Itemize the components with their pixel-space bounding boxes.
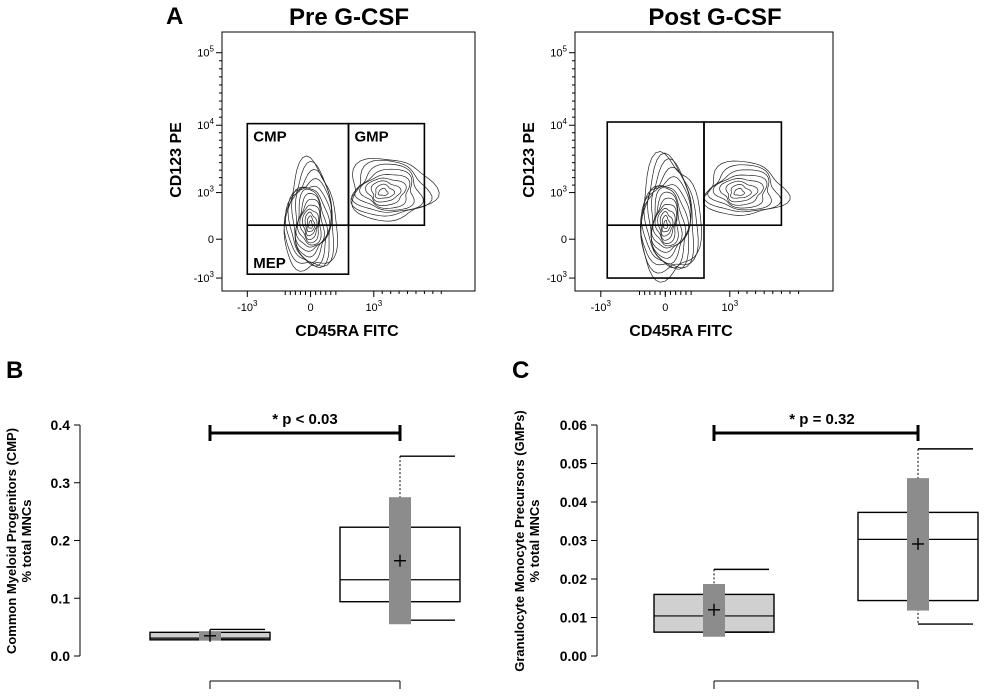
gate-MEP — [246, 224, 350, 275]
panel-a-post: Post G-CSF CD45RA FITC CD123 PE 10510410… — [521, 4, 834, 340]
panel-c-boxplot: Granulocyte Monocyte Precursors (GMPs) %… — [512, 410, 979, 689]
contour-ring — [351, 163, 424, 213]
x-tick-label: 103 — [721, 299, 738, 314]
x-tick-label: -103 — [237, 299, 258, 314]
contour-ring — [730, 183, 752, 199]
plot-frame — [221, 31, 476, 292]
y-tick-label: -103 — [194, 270, 215, 285]
panel-a-pre-title: Pre G-CSF — [289, 4, 409, 31]
x-tick-label: 0 — [307, 302, 313, 314]
contour-ring — [354, 168, 415, 211]
panel-a-pre-xlabel: CD45RA FITC — [295, 323, 399, 340]
y-tick-label: 103 — [197, 185, 214, 200]
gate-label-GMP: GMP — [355, 129, 389, 146]
gate-left-lower — [606, 224, 705, 279]
panel-c-ylabel: Granulocyte Monocyte Precursors (GMPs) — [512, 410, 527, 672]
gate-right-upper — [703, 121, 783, 227]
x-tick-label: 103 — [365, 299, 382, 314]
panel-a-post-ylabel: CD123 PE — [521, 122, 538, 198]
y-tick-label: 104 — [550, 117, 567, 132]
contour-ring — [719, 178, 764, 206]
panel-b-ylabel: Common Myeloid Progenitors (CMP) — [4, 428, 19, 654]
contour-ring — [283, 160, 334, 267]
panel-a-pre: Pre G-CSF CD45RA FITC CD123 PE CMP GMP MEP… — [168, 4, 476, 340]
contour-ring — [350, 159, 433, 217]
y-tick-label: 0.05 — [560, 456, 587, 472]
panel-c-letter: C — [512, 357, 529, 384]
contour-ring — [707, 169, 772, 211]
panel-b-plot: Pre G-CSFPost G-CSF0.00.10.20.30.4 — [51, 417, 461, 689]
contour-ring — [712, 174, 768, 209]
y-tick-label: 0.4 — [51, 417, 71, 433]
plot-frame — [574, 31, 834, 292]
panel-a-letter: A — [166, 3, 183, 30]
contour-ring — [733, 187, 745, 196]
y-tick-label: 0.0 — [51, 648, 71, 664]
contour-ring — [702, 160, 791, 216]
panel-b-significance: * p < 0.03 — [272, 411, 337, 428]
gate-label-MEP: MEP — [253, 255, 286, 272]
contour-ring — [306, 215, 316, 232]
panel-a-post-gates — [606, 121, 783, 279]
panel-c-ylabel2: % total MNCs — [527, 499, 542, 582]
contour-ring — [374, 183, 396, 199]
panel-a-pre-axes: 105 104 103 0 -103 -103 0 103 — [194, 31, 476, 314]
panel-b-letter: B — [6, 357, 23, 384]
y-tick-label: 0.06 — [560, 417, 587, 433]
y-tick-label: 0.2 — [51, 533, 71, 549]
y-tick-label: 0.03 — [560, 533, 587, 549]
x-tick-label: -103 — [591, 299, 612, 314]
y-tick-label: 0.02 — [560, 571, 587, 587]
panel-b-boxplot: Common Myeloid Progenitors (CMP) % total… — [4, 411, 461, 689]
gate-label-CMP: CMP — [253, 129, 286, 146]
panel-a-pre-gates: CMP GMP MEP — [246, 122, 426, 275]
panel-a-post-title: Post G-CSF — [648, 4, 781, 31]
contour-ring — [703, 164, 782, 213]
contour-ring — [304, 211, 318, 237]
y-tick-label: 105 — [197, 45, 214, 60]
contour-ring — [725, 180, 759, 203]
contour-ring — [652, 197, 679, 247]
contour-ring — [359, 174, 411, 209]
panel-a-pre-contours — [283, 155, 440, 272]
y-tick-label: 0.00 — [560, 648, 587, 664]
panel-a-post-contours — [639, 151, 791, 283]
panel-a-post-axes: 105 104 103 0 -103 -103 0 103 — [547, 31, 834, 314]
y-tick-label: 0.01 — [560, 610, 587, 626]
contour-ring — [661, 215, 671, 233]
panel-c-plot: Pre G-CSFPost G-CSF0.000.010.020.030.040… — [560, 417, 979, 689]
y-tick-label: 0.04 — [560, 494, 587, 510]
contour-ring — [377, 187, 389, 196]
y-tick-label: -103 — [547, 270, 568, 285]
panel-c-significance: * p = 0.32 — [789, 411, 854, 428]
y-tick-label: 0.3 — [51, 475, 71, 491]
x-tick-label: 0 — [662, 302, 668, 314]
panel-a-pre-ylabel: CD123 PE — [168, 122, 185, 198]
y-tick-label: 0 — [561, 234, 567, 246]
y-tick-label: 0 — [208, 234, 214, 246]
y-tick-label: 105 — [550, 45, 567, 60]
y-tick-label: 104 — [197, 117, 214, 132]
y-tick-label: 0.1 — [51, 590, 71, 606]
gate-GMP — [347, 122, 426, 227]
contour-ring — [351, 157, 440, 222]
contour-ring — [663, 219, 669, 229]
y-tick-label: 103 — [550, 185, 567, 200]
panel-b-ylabel2: % total MNCs — [19, 499, 34, 582]
contour-ring — [287, 178, 333, 267]
contour-ring — [365, 177, 407, 206]
contour-ring — [370, 180, 402, 203]
panel-a-post-xlabel: CD45RA FITC — [629, 323, 733, 340]
contour-ring — [308, 220, 313, 229]
